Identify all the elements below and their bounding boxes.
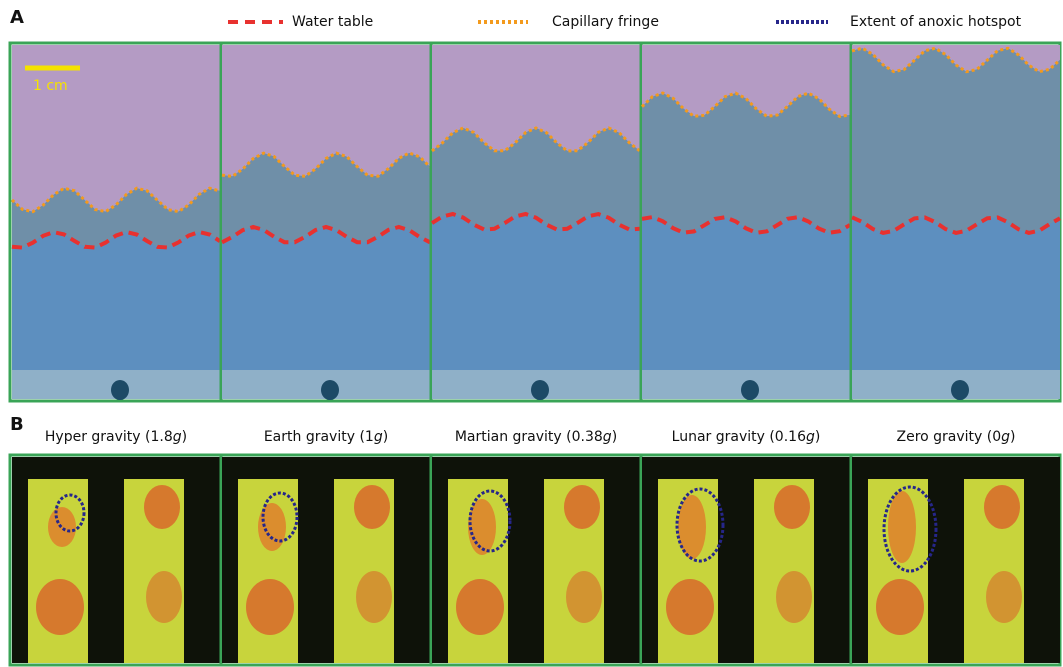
title-italic: g bbox=[603, 429, 612, 445]
photo-hotspot bbox=[888, 491, 916, 563]
photo-port bbox=[951, 380, 969, 400]
photo-hotspot bbox=[986, 571, 1022, 623]
photo-fringe bbox=[642, 93, 850, 233]
title-text: Lunar gravity (0.16 bbox=[672, 429, 806, 445]
title-text: ) bbox=[1010, 429, 1015, 445]
photo-hotspot bbox=[146, 571, 182, 623]
panel-title: Martian gravity (0.38g) bbox=[455, 429, 617, 445]
title-italic: g bbox=[374, 429, 383, 445]
photo-hotspot bbox=[876, 579, 924, 635]
photo-hotspot bbox=[456, 579, 504, 635]
photo-hotspot bbox=[356, 571, 392, 623]
title-text: ) bbox=[383, 429, 388, 445]
panel-title: Lunar gravity (0.16g) bbox=[672, 429, 821, 445]
panel-label: B bbox=[10, 414, 24, 435]
legend-label: Extent of anoxic hotspot bbox=[850, 14, 1022, 30]
panel-label: A bbox=[10, 7, 24, 28]
title-text: Martian gravity (0.38 bbox=[455, 429, 603, 445]
legend-label: Capillary fringe bbox=[552, 14, 659, 30]
panel-title: Earth gravity (1g) bbox=[264, 429, 388, 445]
photo-hotspot bbox=[354, 485, 390, 529]
photo-fringe bbox=[852, 48, 1060, 233]
photo-hotspot bbox=[564, 485, 600, 529]
title-text: Zero gravity (0 bbox=[896, 429, 1001, 445]
photo-hotspot bbox=[566, 571, 602, 623]
photo-port bbox=[321, 380, 339, 400]
figure: A Water table Capillary fringe Extent of… bbox=[0, 0, 1063, 667]
title-italic: g bbox=[806, 429, 815, 445]
photo-hotspot bbox=[144, 485, 180, 529]
title-text: ) bbox=[815, 429, 820, 445]
photo-hotspot bbox=[246, 579, 294, 635]
panel-title: Zero gravity (0g) bbox=[896, 429, 1015, 445]
photo-hotspot bbox=[666, 579, 714, 635]
photo-hotspot bbox=[984, 485, 1020, 529]
panel-title: Hyper gravity (1.8g) bbox=[45, 429, 187, 445]
title-text: Hyper gravity (1.8 bbox=[45, 429, 173, 445]
photo-hotspot bbox=[36, 579, 84, 635]
photo-hotspot bbox=[48, 507, 76, 547]
scale-label: 1 cm bbox=[33, 78, 68, 94]
photo-hotspot bbox=[774, 485, 810, 529]
title-text: Earth gravity (1 bbox=[264, 429, 374, 445]
photo-fringe bbox=[432, 128, 640, 230]
photo-port bbox=[741, 380, 759, 400]
photo-hotspot bbox=[776, 571, 812, 623]
photo-port bbox=[531, 380, 549, 400]
title-italic: g bbox=[1001, 429, 1010, 445]
title-text: ) bbox=[182, 429, 187, 445]
title-italic: g bbox=[173, 429, 182, 445]
photo-hotspot bbox=[678, 495, 706, 559]
legend-label: Water table bbox=[292, 14, 373, 30]
photo-port bbox=[111, 380, 129, 400]
title-text: ) bbox=[612, 429, 617, 445]
photo-unsaturated bbox=[222, 45, 430, 176]
